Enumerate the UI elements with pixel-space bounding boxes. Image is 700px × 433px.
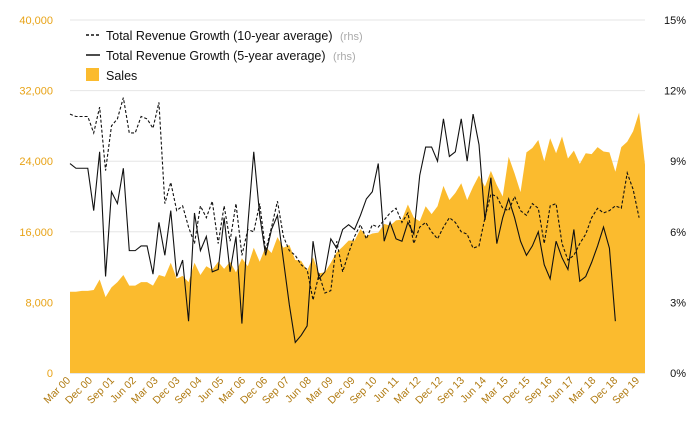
legend-swatch-sales bbox=[86, 68, 99, 81]
right-tick-label: 12% bbox=[664, 86, 686, 98]
right-tick-label: 6% bbox=[670, 227, 686, 239]
sales-area-layer bbox=[70, 112, 645, 373]
legend-label-sales: Sales bbox=[106, 69, 137, 83]
right-tick-label: 3% bbox=[670, 297, 686, 309]
series-line-10yr-average bbox=[69, 97, 640, 301]
left-axis: 0 8,000 16,000 24,000 32,000 40,000 bbox=[19, 15, 53, 380]
svg-text:Total Revenue Growth (5-year a: Total Revenue Growth (5-year average) (r… bbox=[106, 49, 356, 63]
legend-label-10yr: Total Revenue Growth (10-year average) bbox=[106, 29, 333, 43]
legend-suffix-5yr: (rhs) bbox=[333, 51, 356, 63]
right-axis: 0% 3% 6% 9% 12% 15% bbox=[664, 15, 686, 380]
right-tick-label: 15% bbox=[664, 15, 686, 27]
right-tick-label: 9% bbox=[670, 156, 686, 168]
left-tick-label: 0 bbox=[47, 368, 53, 380]
growth-lines-layer bbox=[69, 97, 640, 344]
left-tick-label: 24,000 bbox=[19, 156, 53, 168]
left-tick-label: 40,000 bbox=[19, 15, 53, 27]
left-tick-label: 8,000 bbox=[25, 297, 53, 309]
sales-area bbox=[70, 112, 645, 373]
right-tick-label: 0% bbox=[670, 368, 686, 380]
left-tick-label: 32,000 bbox=[19, 86, 53, 98]
series-line-5yr-average bbox=[69, 114, 616, 344]
legend-label-5yr: Total Revenue Growth (5-year average) bbox=[106, 49, 326, 63]
left-tick-label: 16,000 bbox=[19, 227, 53, 239]
legend-suffix-10yr: (rhs) bbox=[340, 31, 363, 43]
svg-text:Total Revenue Growth (10-year: Total Revenue Growth (10-year average) (… bbox=[106, 29, 363, 43]
legend: Total Revenue Growth (10-year average) (… bbox=[86, 29, 363, 83]
